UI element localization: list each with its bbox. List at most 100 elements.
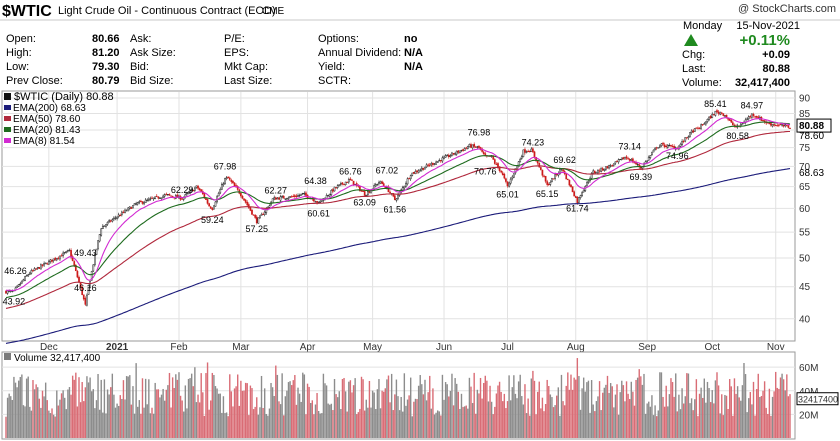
candle-body — [143, 202, 145, 205]
candle-body — [297, 195, 299, 197]
stat-label: Open: — [6, 33, 36, 45]
candle-body — [116, 216, 118, 219]
candle-body — [628, 159, 631, 161]
volume-bar — [668, 394, 671, 438]
volume-bar — [643, 373, 645, 438]
candle-body — [162, 195, 164, 198]
candle-body — [187, 192, 190, 194]
legend-swatch — [4, 105, 11, 110]
candle-body — [408, 178, 410, 180]
volume-bar — [25, 378, 28, 438]
candle-body — [482, 151, 485, 155]
volume-bar — [91, 391, 93, 438]
volume-panel-label: Volume 32,417,400 — [14, 353, 101, 364]
candle-body — [620, 157, 623, 160]
candle-body — [625, 156, 628, 159]
candle-body — [40, 264, 42, 270]
volume-bar — [595, 401, 598, 438]
candle-body — [43, 263, 45, 266]
candle-body — [782, 124, 785, 127]
volume-bar — [516, 398, 518, 438]
candle-body — [341, 182, 344, 185]
volume-bar — [244, 382, 247, 438]
volume-bar — [43, 396, 45, 438]
candle-body — [135, 203, 137, 205]
volume-bar — [408, 395, 410, 438]
candle-body — [225, 177, 228, 180]
candle-body — [232, 181, 234, 184]
volume-bar — [183, 411, 185, 438]
candle-body — [286, 198, 288, 200]
stat-value: 81.20 — [92, 47, 120, 59]
volume-bar — [459, 408, 461, 438]
volume-bar — [237, 374, 239, 438]
candle-body — [779, 124, 782, 126]
volume-bar — [344, 391, 347, 438]
stat-label: Ask Size: — [130, 47, 176, 59]
volume-tick-label: 60M — [799, 363, 818, 374]
volume-bar — [654, 405, 656, 438]
price-annotation: 63.09 — [353, 198, 376, 208]
volume-bar — [324, 383, 326, 438]
volume-bar — [68, 387, 71, 438]
volume-bar — [605, 384, 607, 438]
candle-body — [122, 211, 125, 213]
volume-bar — [525, 413, 528, 438]
candle-body — [703, 123, 706, 125]
candle-body — [709, 116, 712, 119]
candle-body — [682, 141, 685, 143]
volume-bar — [141, 378, 144, 438]
stat-label: Prev Close: — [6, 75, 63, 87]
volume-bar — [206, 362, 209, 438]
volume-bar — [686, 373, 688, 438]
candle-body — [655, 147, 658, 149]
candle-body — [762, 120, 764, 122]
stat-label: Low: — [6, 61, 29, 73]
volume-bar — [33, 389, 36, 438]
volume-bar — [243, 390, 245, 438]
volume-bar — [87, 382, 90, 438]
volume-bar — [363, 410, 366, 438]
volume-bar — [708, 388, 710, 438]
volume-bar — [779, 377, 782, 438]
candle-body — [405, 183, 407, 187]
stat-label: Ask: — [130, 33, 151, 45]
volume-bar — [755, 389, 758, 438]
volume-bar — [782, 379, 785, 438]
candle-body — [519, 158, 522, 163]
candle-body — [170, 195, 172, 197]
volume-bar — [321, 413, 323, 438]
candle-body — [716, 110, 718, 113]
candle-body — [427, 164, 430, 166]
volume-bar — [519, 374, 521, 438]
volume-bar — [89, 377, 91, 438]
volume-bar — [784, 390, 786, 438]
candle-body — [616, 160, 618, 162]
volume-bar — [421, 384, 423, 438]
last-price-box — [796, 118, 832, 133]
candle-body — [522, 149, 525, 157]
candle-body — [154, 196, 157, 199]
volume-bar — [589, 412, 591, 438]
volume-bar — [60, 393, 63, 438]
volume-bar — [181, 400, 183, 438]
candle-body — [578, 197, 580, 203]
volume-bar — [405, 405, 407, 438]
volume-bar — [140, 413, 142, 438]
volume-bar — [381, 390, 383, 438]
candle-body — [379, 180, 382, 184]
candle-body — [546, 181, 549, 185]
volume-bar — [216, 388, 218, 438]
volume-bar — [475, 413, 477, 438]
candle-body — [163, 194, 166, 197]
candle-body — [54, 257, 57, 260]
candle-body — [579, 195, 582, 199]
candle-body — [681, 141, 683, 145]
candle-body — [71, 256, 74, 262]
ema-last-tag: 78.60 — [799, 131, 824, 142]
volume-bar — [48, 410, 50, 438]
volume-bar — [724, 394, 726, 438]
volume-bar — [319, 413, 321, 438]
candle-body — [194, 187, 196, 191]
candle-body — [460, 149, 463, 152]
